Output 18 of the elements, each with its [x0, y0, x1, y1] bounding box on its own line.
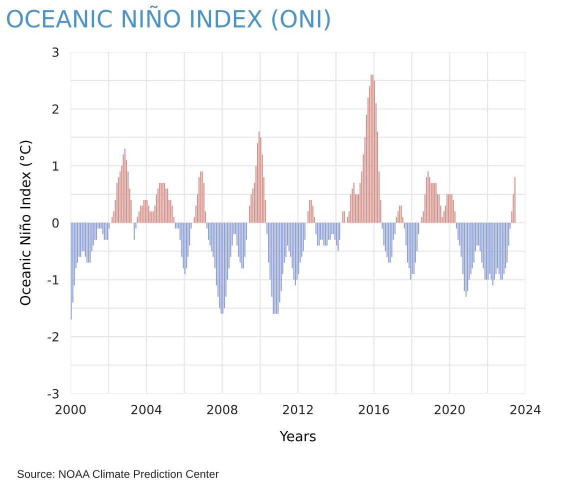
- y-axis-title: Oceanic Niño Index (°C): [19, 140, 32, 306]
- x-tick-label: 2016: [358, 404, 389, 414]
- y-tick-label: -1: [48, 275, 58, 284]
- x-tick-label: 2008: [207, 404, 238, 414]
- y-tick-label: 0: [52, 218, 59, 228]
- x-tick-label: 2012: [283, 404, 313, 414]
- x-tick-label: 2000: [56, 404, 86, 414]
- y-tick-label: -3: [48, 388, 59, 398]
- x-tick-label: 2024: [510, 404, 541, 414]
- y-tick-label: -2: [48, 332, 58, 342]
- y-tick-label: 1: [52, 161, 58, 171]
- x-tick-label: 2004: [131, 404, 162, 414]
- y-tick-label: 3: [52, 47, 59, 57]
- chart-title: OCEANIC NIÑO INDEX (ONI): [6, 6, 330, 30]
- source-note: Source: NOAA Climate Prediction Center: [17, 470, 219, 478]
- x-axis-title: Years: [280, 431, 316, 442]
- x-tick-label: 2020: [434, 404, 465, 414]
- y-tick-label: 2: [52, 104, 58, 114]
